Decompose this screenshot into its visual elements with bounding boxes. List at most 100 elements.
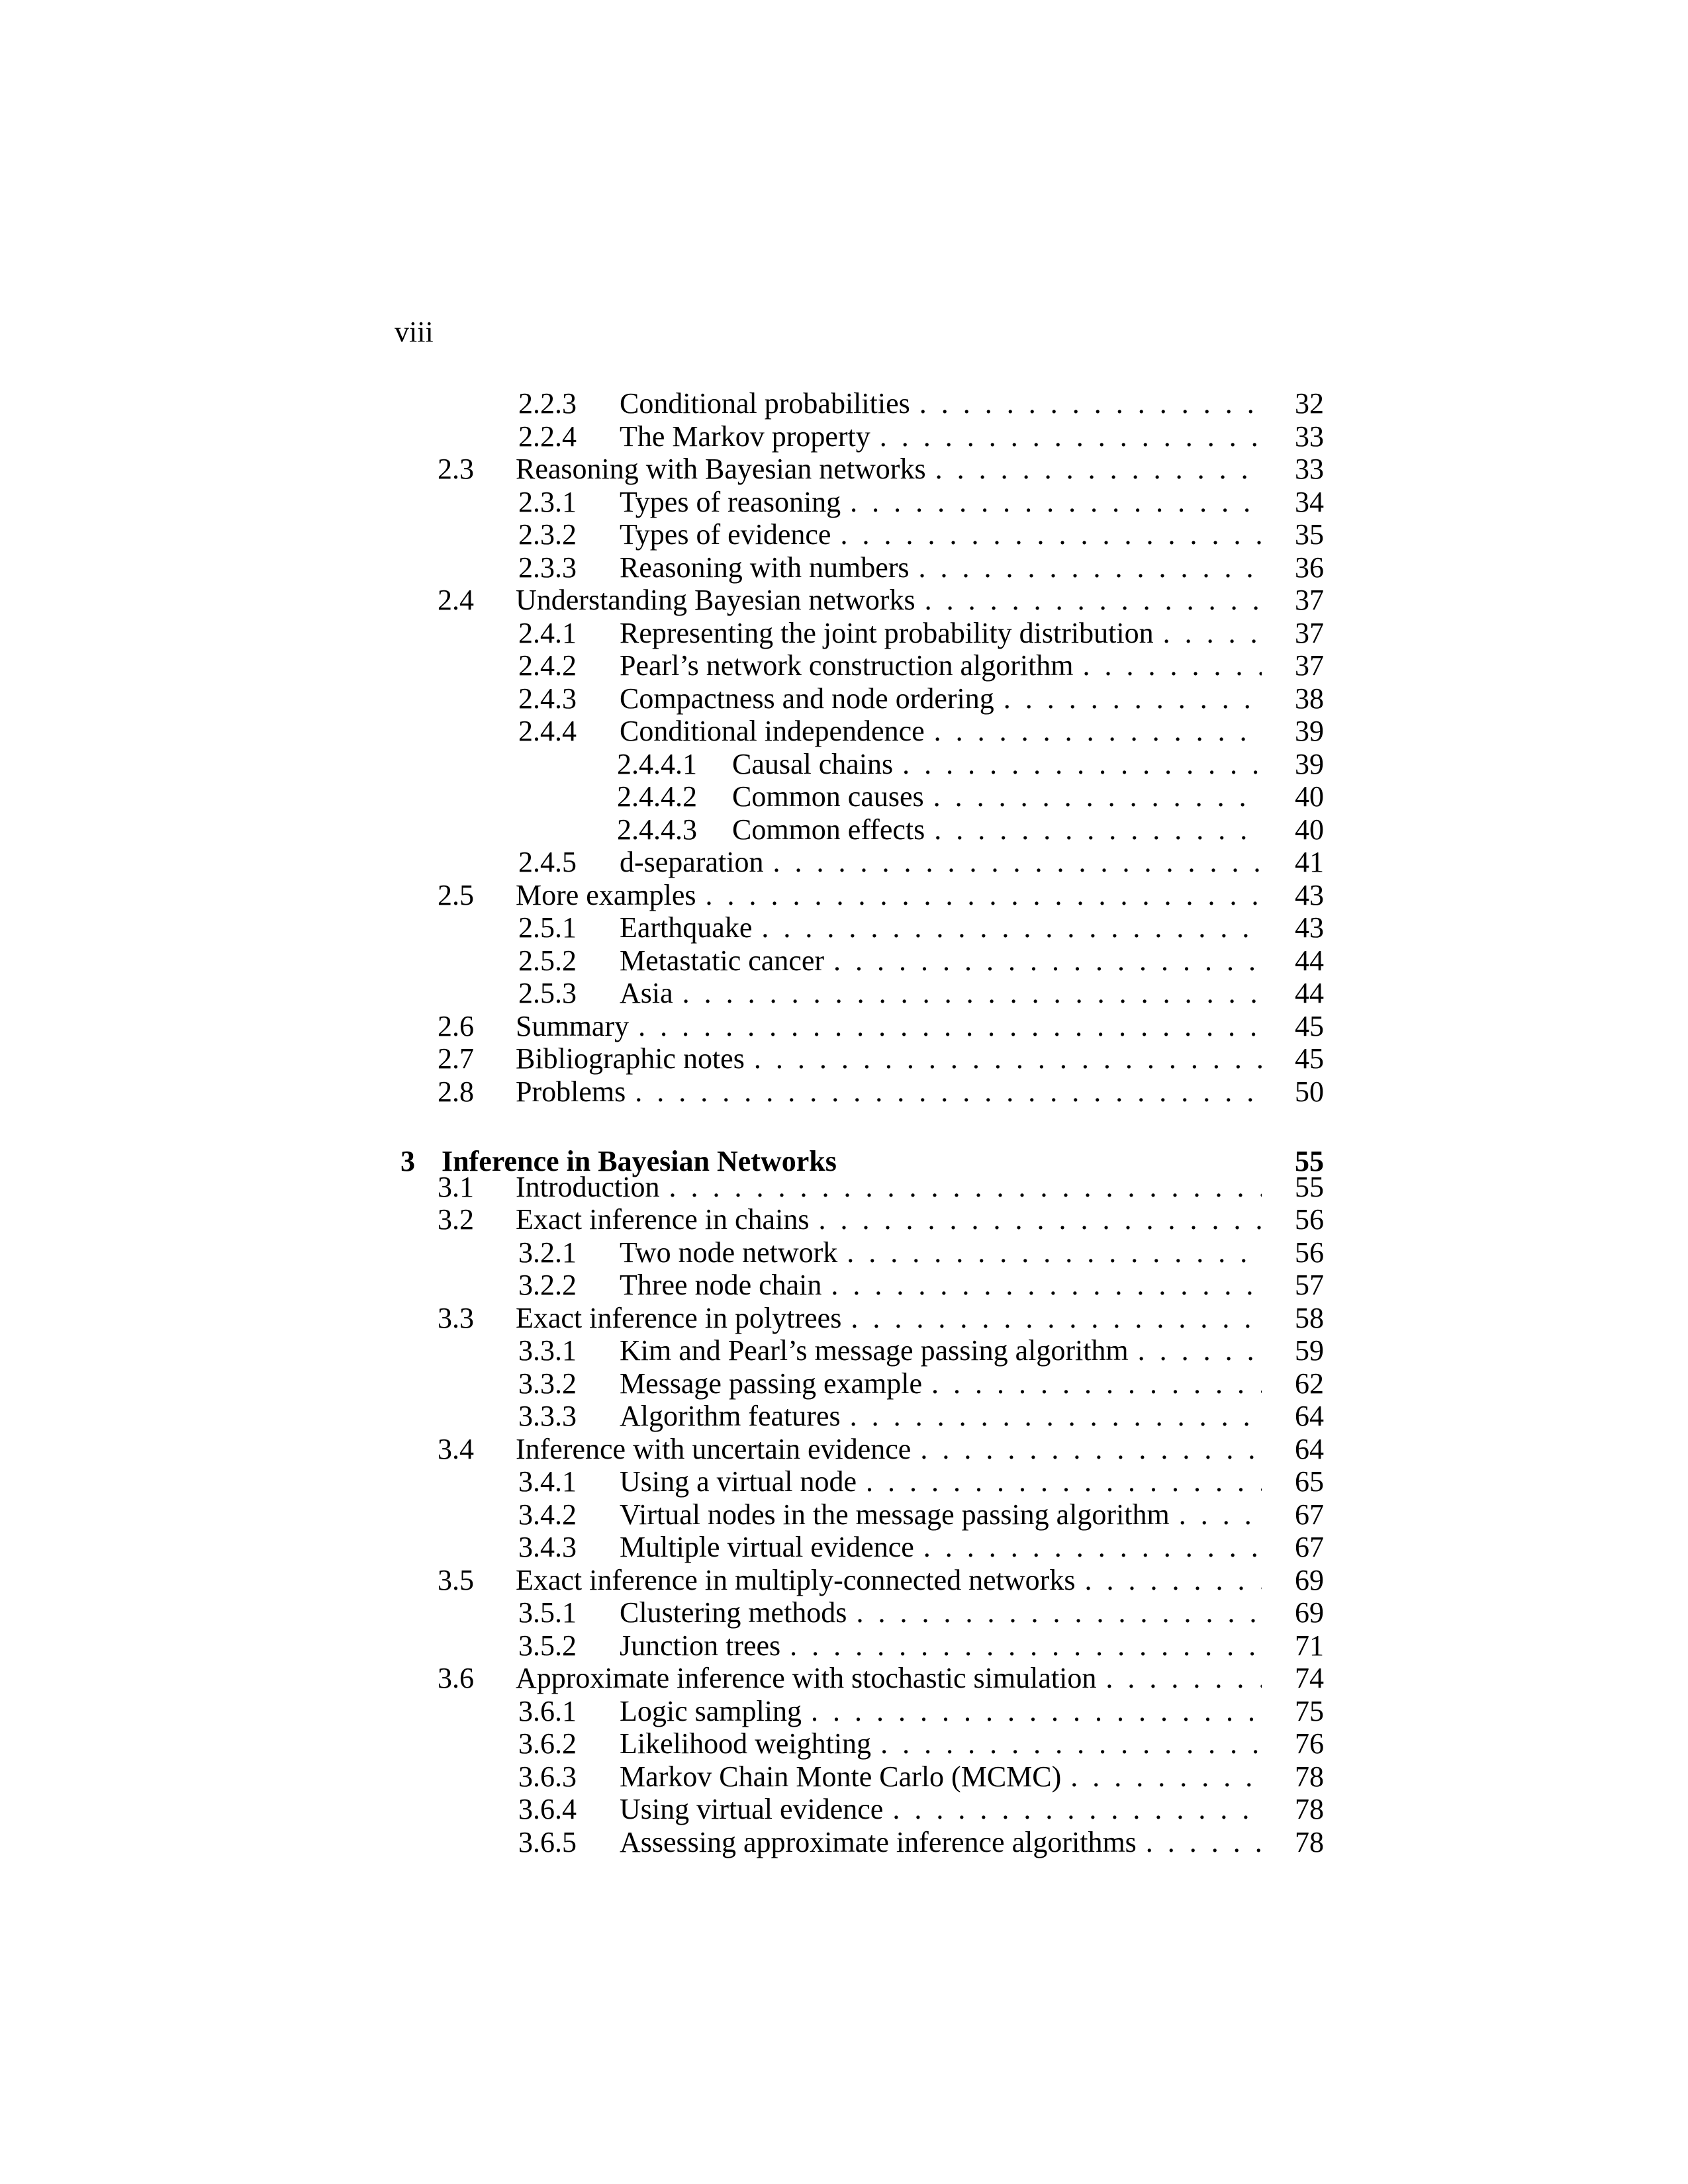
toc-entry-number: 2.4.4.2 <box>617 780 697 813</box>
dot-leader <box>892 1793 1262 1826</box>
toc-entry-title: Clustering methods <box>620 1596 847 1629</box>
toc-entry-title: Types of evidence <box>620 518 831 551</box>
toc-entry: 3.3.3 Algorithm features 64 <box>397 1400 1324 1433</box>
toc-entry-page: 55 <box>1295 1144 1324 1177</box>
toc-entry-page: 44 <box>1295 944 1324 977</box>
toc-entry-number: 3.6.1 <box>518 1694 577 1727</box>
toc-entry: 2.5.3 Asia 44 <box>397 977 1324 1010</box>
dot-leader <box>934 813 1262 846</box>
toc-entry-page: 43 <box>1295 911 1324 944</box>
toc-entry: 2.4 Understanding Bayesian networks 37 <box>397 584 1324 617</box>
dot-leader <box>818 1203 1262 1236</box>
toc-entry-number: 3.5.2 <box>518 1629 577 1662</box>
toc-entry-number: 2.4.4.1 <box>617 747 697 780</box>
toc-entry-number: 3.4 <box>438 1432 474 1465</box>
dot-leader <box>635 1075 1262 1109</box>
toc-entry: 3.2 Exact inference in chains 56 <box>397 1203 1324 1236</box>
toc-entry-page: 33 <box>1295 420 1324 453</box>
toc-entry-title: Three node chain <box>620 1269 822 1301</box>
toc-entry-page: 56 <box>1295 1236 1324 1269</box>
dot-leader <box>919 551 1262 584</box>
toc-entry: 3.6.2 Likelihood weighting 76 <box>397 1727 1324 1760</box>
toc-entry-number: 3.3 <box>438 1301 474 1334</box>
toc-entry-title: Using a virtual node <box>620 1465 857 1498</box>
dot-leader <box>935 453 1262 486</box>
toc-entry-title: d-separation <box>620 846 764 878</box>
toc-entry-number: 2.3 <box>438 453 474 485</box>
toc-entry-page: 59 <box>1295 1334 1324 1367</box>
toc-entry-page: 45 <box>1295 1009 1324 1042</box>
toc-entry-number: 2.4.2 <box>518 649 577 682</box>
toc-entry-page: 58 <box>1295 1301 1324 1334</box>
dot-leader <box>705 879 1262 912</box>
toc-entry-number: 2.5.1 <box>518 911 577 944</box>
toc-entry: 2.5.2 Metastatic cancer 44 <box>397 944 1324 978</box>
toc-entry: 2.2.3 Conditional probabilities 32 <box>397 387 1324 420</box>
dot-leader <box>866 1465 1262 1498</box>
toc-entry-title: Summary <box>516 1009 630 1042</box>
toc-entry: 2.4.5 d-separation 41 <box>397 846 1324 879</box>
toc-entry-number: 2.4.4.3 <box>617 813 697 846</box>
toc-entry-page: 67 <box>1295 1531 1324 1563</box>
toc-entry: 3.4.1 Using a virtual node 65 <box>397 1465 1324 1498</box>
toc-entry-title: Kim and Pearl’s message passing algorith… <box>620 1334 1129 1367</box>
toc-entry-title: Using virtual evidence <box>620 1793 884 1825</box>
dot-leader <box>925 584 1262 617</box>
toc-entry-number: 3.1 <box>438 1170 474 1203</box>
page-number-running-head: viii <box>395 316 434 348</box>
toc-entry: 2.3.3 Reasoning with numbers 36 <box>397 551 1324 584</box>
toc-entry: 3 Inference in Bayesian Networks 55 <box>397 1138 1324 1177</box>
toc-entry-number: 3.5 <box>438 1563 474 1596</box>
toc-entry: 2.3.2 Types of evidence 35 <box>397 518 1324 551</box>
toc-entry-number: 2.5 <box>438 878 474 911</box>
dot-leader <box>902 748 1262 781</box>
toc-entry-title: Exact inference in polytrees <box>516 1301 842 1334</box>
toc-entry-page: 69 <box>1295 1596 1324 1629</box>
dot-leader <box>933 780 1262 813</box>
dot-leader <box>811 1695 1262 1728</box>
dot-leader <box>638 1010 1262 1043</box>
toc-entry: 3.6.4 Using virtual evidence 78 <box>397 1793 1324 1826</box>
dot-leader <box>880 420 1262 453</box>
toc-entry-title: Earthquake <box>620 911 753 944</box>
toc-entry-number: 3.6 <box>438 1662 474 1694</box>
toc-entry-page: 40 <box>1295 780 1324 813</box>
toc-entry-number: 2.7 <box>438 1042 474 1075</box>
toc-entry-page: 44 <box>1295 977 1324 1009</box>
dot-leader <box>840 518 1262 551</box>
toc-entry-number: 3.2.1 <box>518 1236 577 1269</box>
toc-entry-number: 2.4.4 <box>518 715 577 747</box>
toc-entry-page: 41 <box>1295 846 1324 878</box>
toc-entry-number: 2.4.1 <box>518 616 577 649</box>
toc-entry-number: 2.3.1 <box>518 485 577 518</box>
toc-entry: 2.7 Bibliographic notes 45 <box>397 1042 1324 1075</box>
toc-entry: 3.6.1 Logic sampling 75 <box>397 1695 1324 1728</box>
dot-leader <box>754 1042 1262 1075</box>
toc-entry-number: 2.4.5 <box>518 846 577 878</box>
toc-entry-page: 37 <box>1295 616 1324 649</box>
toc-entry-title: Asia <box>620 977 673 1009</box>
toc-entry-page: 78 <box>1295 1825 1324 1858</box>
dot-leader <box>856 1596 1262 1629</box>
toc-entry-number: 2.3.3 <box>518 551 577 584</box>
toc-entry-number: 3 <box>400 1144 415 1177</box>
dot-leader <box>920 1433 1262 1466</box>
toc-entry-number: 3.3.1 <box>518 1334 577 1367</box>
toc-entry-title: Types of reasoning <box>620 485 841 518</box>
toc-entry-number: 2.5.3 <box>518 977 577 1009</box>
toc-entry-title: Two node network <box>620 1236 838 1269</box>
toc-entry-title: Approximate inference with stochastic si… <box>516 1662 1097 1694</box>
dot-leader <box>847 1236 1262 1269</box>
toc-entry-page: 50 <box>1295 1075 1324 1108</box>
toc-entry-number: 3.6.5 <box>518 1825 577 1858</box>
toc-entry: 3.3.1 Kim and Pearl’s message passing al… <box>397 1334 1324 1367</box>
toc-entry-page: 62 <box>1295 1367 1324 1400</box>
toc-entry: 3.5.2 Junction trees 71 <box>397 1629 1324 1662</box>
dot-leader <box>761 911 1262 944</box>
toc-entry: 2.4.4.1 Causal chains 39 <box>397 748 1324 781</box>
toc-entry-page: 76 <box>1295 1727 1324 1760</box>
toc-entry-title: Exact inference in chains <box>516 1203 810 1236</box>
dot-leader <box>846 1138 1262 1171</box>
toc-entry-title: Compactness and node ordering <box>620 682 994 715</box>
toc-entry-number: 2.2.4 <box>518 420 577 453</box>
